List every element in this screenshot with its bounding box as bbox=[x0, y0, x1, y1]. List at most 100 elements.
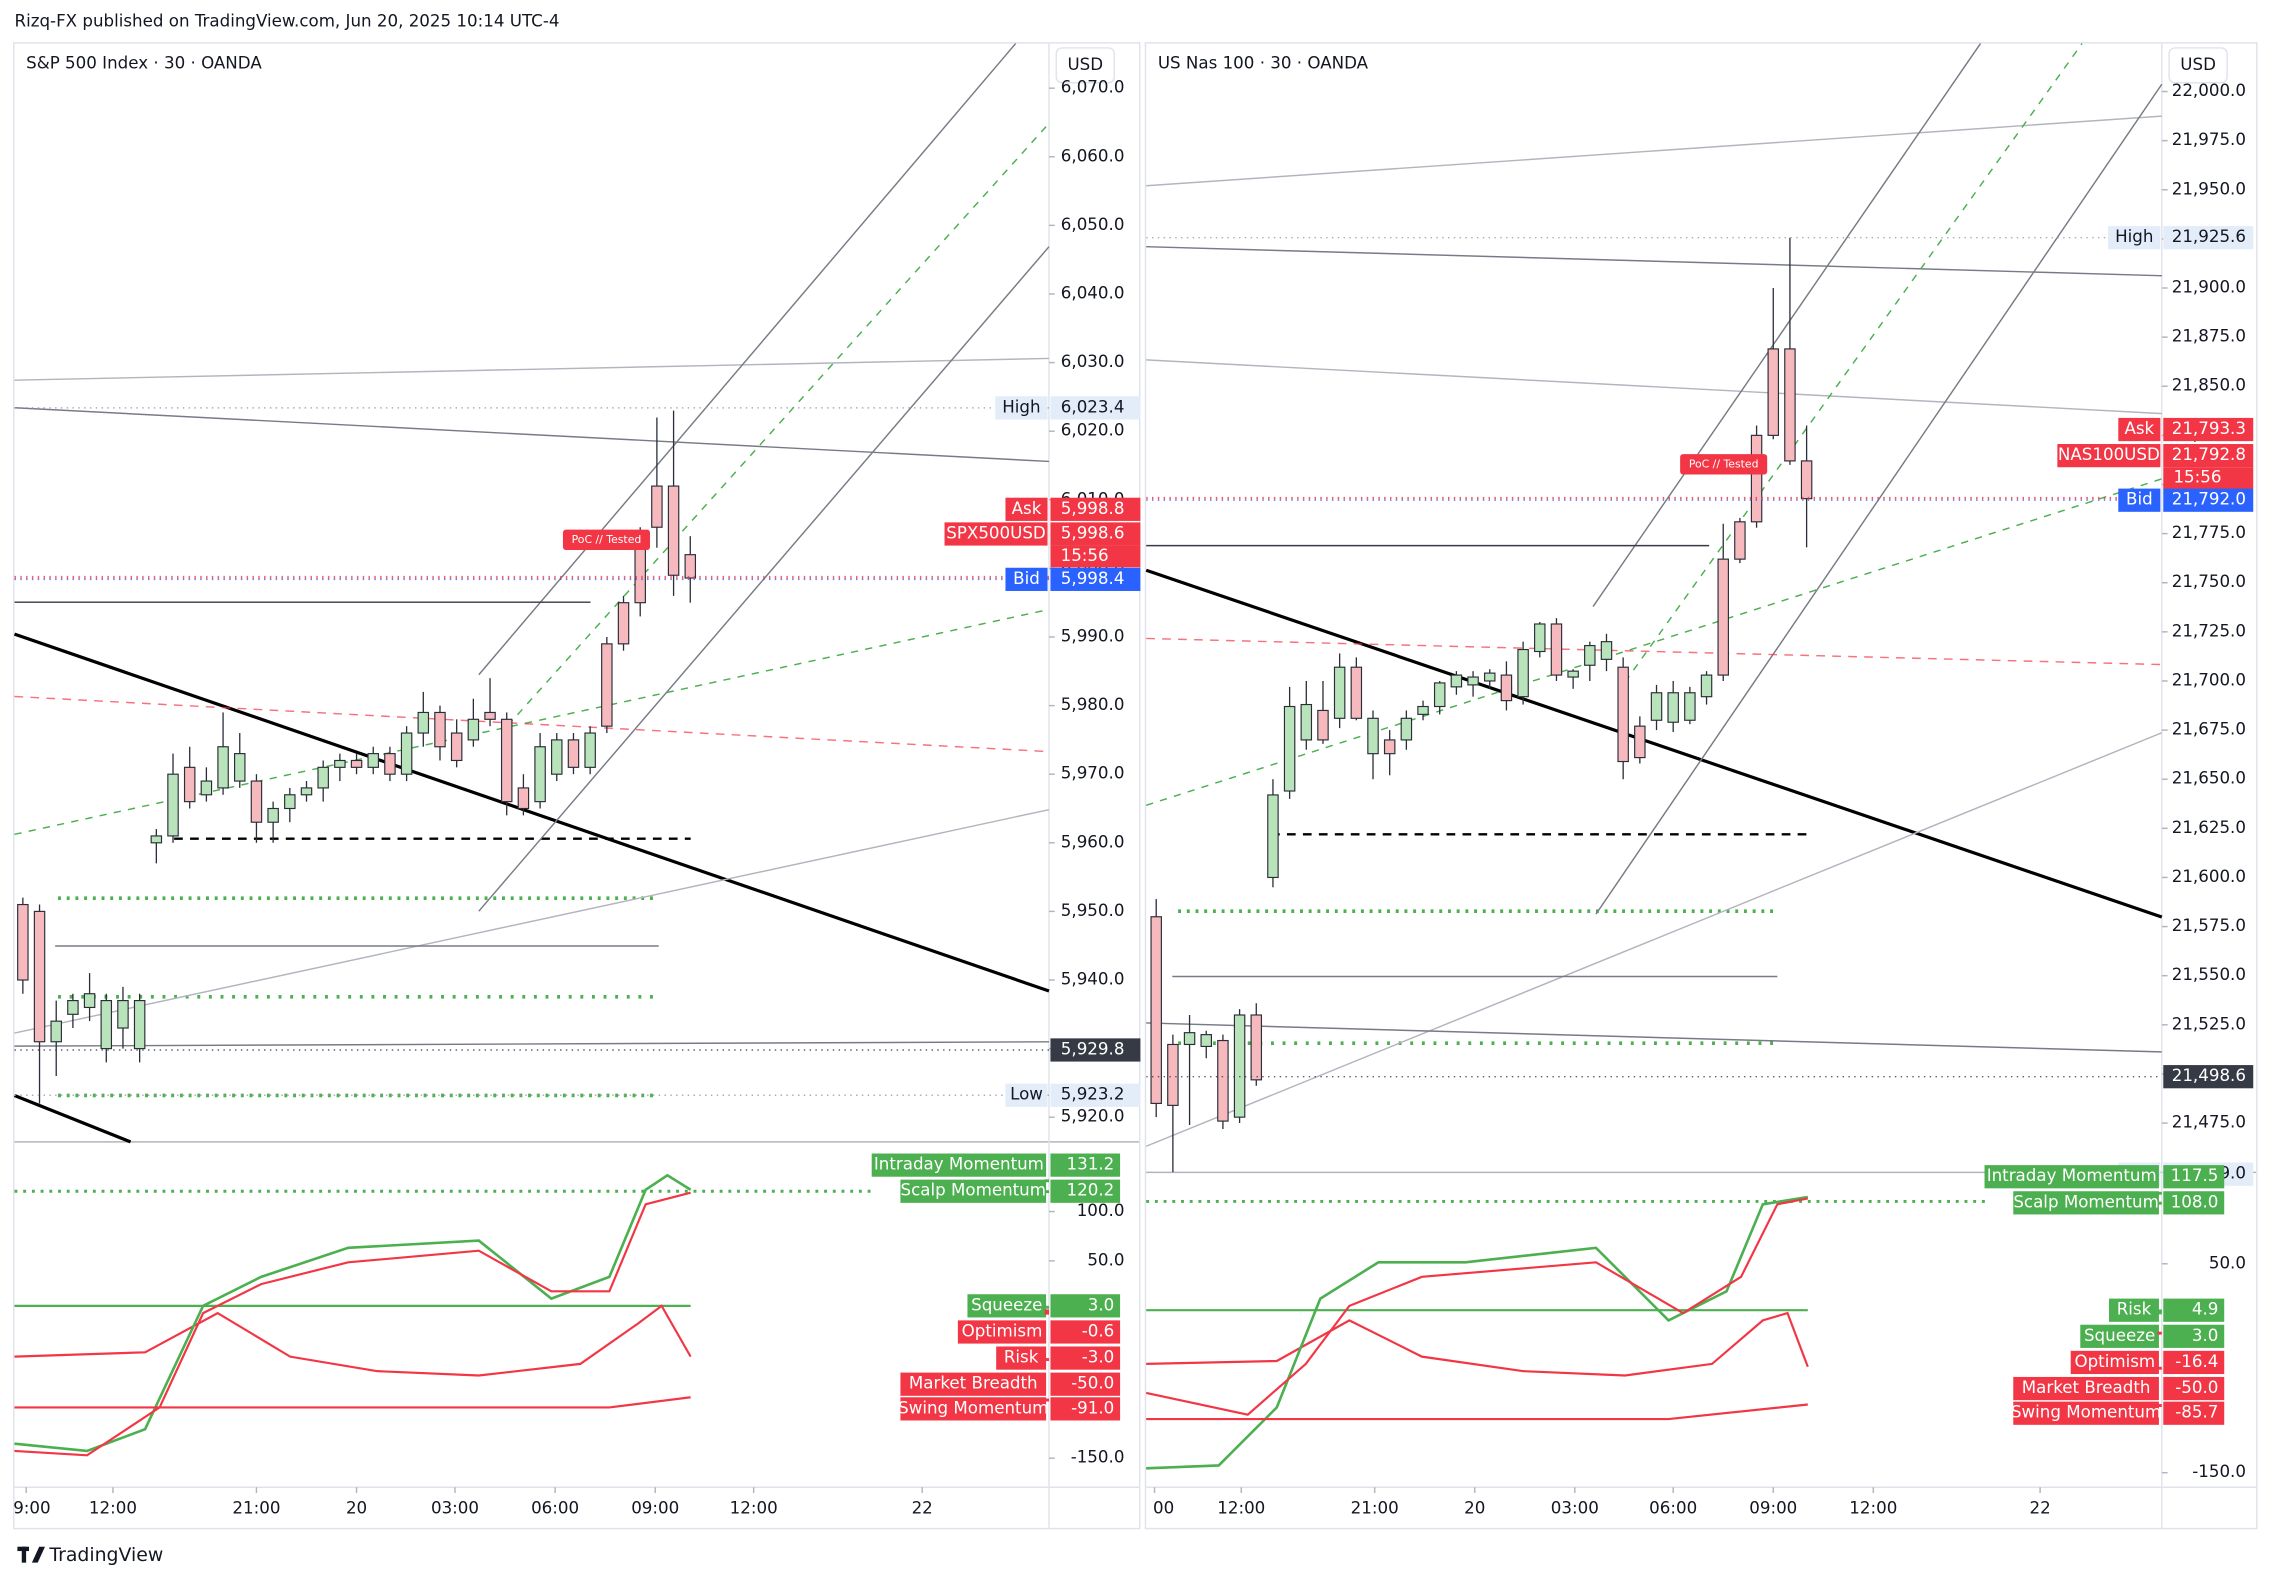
price-label-value: 21,498.6 bbox=[2172, 1066, 2246, 1085]
indicator-name: Optimism bbox=[962, 1321, 1043, 1340]
candle-body bbox=[1433, 682, 1446, 708]
panel-frame bbox=[13, 42, 1141, 1530]
indicator-name: Market Breadth bbox=[909, 1374, 1038, 1393]
candle-body bbox=[267, 807, 279, 823]
currency-box bbox=[2168, 47, 2228, 84]
price-label-name: High bbox=[2115, 227, 2153, 246]
indicator-value: -16.4 bbox=[2175, 1352, 2218, 1371]
candle-body bbox=[634, 540, 646, 604]
x-tick-label: 09:00 bbox=[631, 1498, 679, 1517]
candle-body bbox=[567, 739, 580, 768]
y-tick-label: 21,750.0 bbox=[2172, 572, 2246, 591]
header: Rizq-FX published on TradingView.com, Ju… bbox=[15, 11, 560, 30]
y-tick-label: 21,725.0 bbox=[2172, 621, 2246, 640]
candle-body bbox=[317, 766, 329, 789]
y-tick-label: 21,775.0 bbox=[2172, 523, 2246, 542]
indicator-name-box bbox=[2013, 1376, 2159, 1401]
price-label-name-box bbox=[1005, 497, 1048, 521]
price-label-name: Bid bbox=[2126, 490, 2153, 509]
indicator-tick-label: -150.0 bbox=[1071, 1448, 1125, 1467]
candle-body bbox=[1333, 666, 1346, 719]
candle-body bbox=[150, 835, 163, 844]
indicator-line bbox=[14, 1191, 691, 1457]
median-line bbox=[14, 695, 1050, 753]
indicator-value: 4.9 bbox=[2192, 1300, 2219, 1319]
x-tick-label: 00 bbox=[1153, 1498, 1174, 1517]
candle-body bbox=[1350, 666, 1363, 719]
price-label-box bbox=[2163, 488, 2254, 512]
candle-body bbox=[1700, 674, 1713, 698]
y-tick-label: 5,940.0 bbox=[1061, 970, 1125, 989]
indicator-value-box bbox=[2163, 1298, 2225, 1322]
indicator-value-box bbox=[2163, 1401, 2225, 1425]
indicator-tick-label: 100.0 bbox=[1077, 1201, 1125, 1220]
annotation-box bbox=[562, 529, 650, 550]
price-label-name-box bbox=[1005, 567, 1048, 591]
channel-line bbox=[14, 357, 1050, 381]
price-label-name-box bbox=[2108, 226, 2161, 250]
candle-body bbox=[1467, 676, 1479, 686]
candle-body bbox=[300, 787, 313, 796]
panel-frame bbox=[1144, 42, 2258, 1530]
indicator-value: -85.7 bbox=[2175, 1403, 2218, 1422]
price-label-box bbox=[2163, 226, 2254, 250]
candle-body bbox=[1267, 794, 1279, 879]
candle-body bbox=[1400, 717, 1413, 741]
candle-body bbox=[183, 766, 196, 803]
x-tick-label: 09:00 bbox=[1749, 1498, 1797, 1517]
price-label-name: High bbox=[1002, 397, 1040, 416]
price-label-box bbox=[1050, 522, 1141, 546]
candle-body bbox=[17, 903, 29, 981]
channel-line bbox=[14, 407, 1050, 463]
indicator-line bbox=[14, 1396, 691, 1409]
candle-body bbox=[133, 1000, 146, 1050]
annotation: PoC // Tested bbox=[572, 533, 642, 546]
footer-logo bbox=[17, 1546, 45, 1563]
indicator-value: 108.0 bbox=[2171, 1192, 2219, 1211]
indicator-name: Optimism bbox=[2074, 1352, 2155, 1371]
channel-line bbox=[1592, 43, 1982, 607]
candle-body bbox=[467, 718, 480, 741]
candle-body bbox=[417, 711, 430, 734]
price-label-name: SPX500USD bbox=[946, 523, 1046, 542]
chart-title: S&P 500 Index · 30 · OANDA bbox=[26, 53, 262, 72]
indicator-name: Risk bbox=[1004, 1348, 1039, 1367]
indicator-value-box bbox=[1050, 1346, 1121, 1370]
indicator-name: Scalp Momentum bbox=[2013, 1192, 2158, 1211]
x-tick-label: 22 bbox=[2029, 1498, 2050, 1517]
annotation: PoC // Tested bbox=[1689, 457, 1759, 470]
channel-line bbox=[478, 43, 1017, 676]
price-label-value: 21,792.8 bbox=[2172, 445, 2246, 464]
indicator-name-box bbox=[2013, 1401, 2159, 1425]
candle-body bbox=[1567, 670, 1579, 678]
y-tick-label: 6,050.0 bbox=[1061, 215, 1125, 234]
candle-body bbox=[484, 711, 496, 720]
candle-body bbox=[1417, 705, 1429, 715]
y-tick-label: 21,625.0 bbox=[2172, 818, 2246, 837]
indicator-line bbox=[1146, 1195, 1809, 1470]
candle-body bbox=[334, 759, 346, 768]
indicator-name: Scalp Momentum bbox=[901, 1181, 1046, 1200]
indicator-name: Market Breadth bbox=[2022, 1378, 2151, 1397]
indicator-value-box bbox=[2163, 1350, 2225, 1375]
price-label-name-box bbox=[995, 396, 1048, 420]
median-line bbox=[1145, 478, 2163, 806]
price-label-value: 5,998.4 bbox=[1061, 569, 1125, 588]
price-label-name: Low bbox=[1010, 1085, 1043, 1104]
x-tick-label: 06:00 bbox=[531, 1498, 579, 1517]
drawings bbox=[13, 43, 2163, 1470]
candle-body bbox=[117, 1000, 129, 1029]
y-tick-label: 5,970.0 bbox=[1061, 764, 1125, 783]
y-tick-label: 6,030.0 bbox=[1061, 352, 1125, 371]
candle-body bbox=[217, 746, 229, 789]
indicator-name: Squeeze bbox=[2084, 1326, 2155, 1345]
price-label-name-box bbox=[1005, 1083, 1048, 1107]
candle-body bbox=[1650, 692, 1663, 721]
y-tick-label: 21,900.0 bbox=[2172, 278, 2246, 297]
candle-body bbox=[1317, 709, 1329, 741]
y-tick-label: 21,850.0 bbox=[2172, 376, 2246, 395]
price-label-box bbox=[2163, 444, 2254, 468]
indicator-value: -50.0 bbox=[2175, 1378, 2218, 1397]
indicator-tick-label: -150.0 bbox=[2192, 1462, 2246, 1481]
